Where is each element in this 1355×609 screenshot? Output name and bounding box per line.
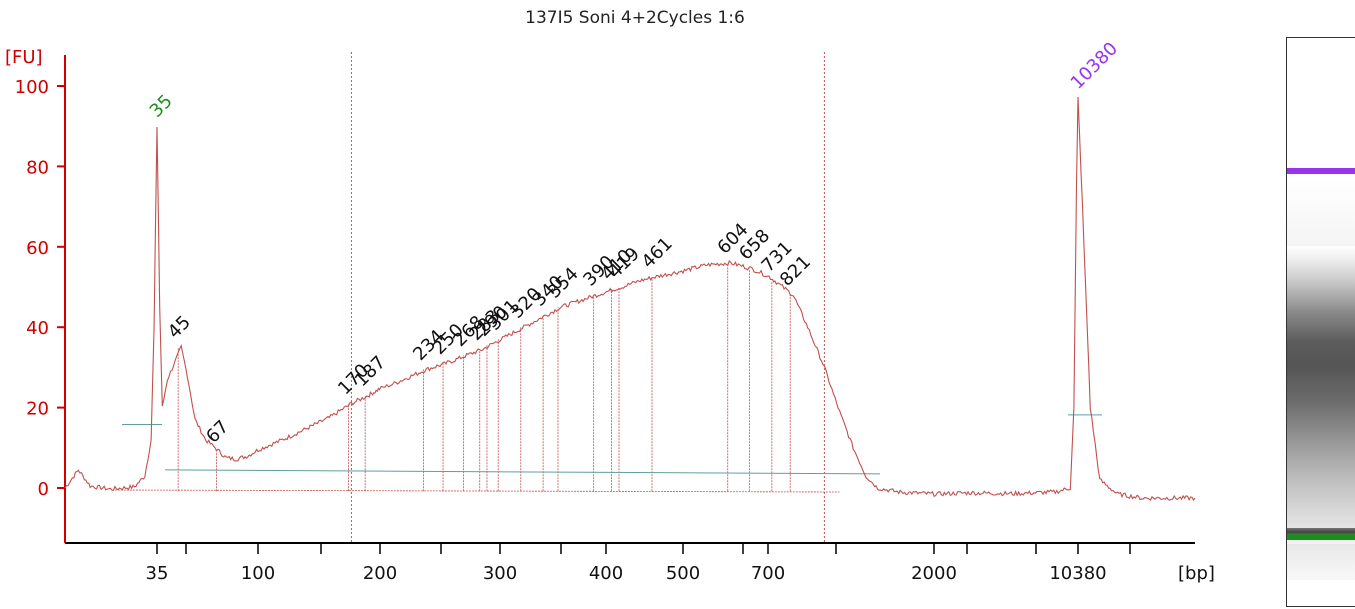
y-tick-label: 100 [15, 77, 49, 98]
peak-label: 461 [638, 233, 677, 272]
gel-band-lower-marker [1287, 534, 1355, 540]
integration-baseline [114, 489, 840, 493]
x-tick-label: 35 [146, 563, 169, 584]
x-tick-label: 10380 [1049, 563, 1106, 584]
gel-image-lane [1286, 37, 1355, 607]
y-axis-label: [FU] [5, 47, 43, 68]
y-tick-label: 60 [26, 238, 49, 259]
y-tick-label: 20 [26, 399, 49, 420]
smear-baseline [164, 469, 881, 475]
chart-title: 137I5 Soni 4+2Cycles 1:6 [525, 8, 745, 28]
y-tick-label: 0 [38, 479, 49, 500]
x-tick-label: 2000 [911, 563, 957, 584]
gel-base [1287, 544, 1355, 580]
marker-peak-label: 10380 [1067, 38, 1122, 93]
x-tick-label: 300 [483, 563, 517, 584]
gel-top-fade [1287, 178, 1355, 248]
electropherogram-trace [64, 96, 1196, 501]
x-tick-label: 400 [589, 563, 623, 584]
electropherogram-chart: 0 20 40 60 80 100 [FU] 35 100 200 300 400 500 700 2000… [5, 38, 1215, 584]
x-tick-label: 100 [241, 563, 275, 584]
gel-band-upper-marker [1287, 168, 1355, 174]
y-tick-label: 80 [26, 157, 49, 178]
x-tick-label: 500 [666, 563, 700, 584]
x-tick-label: 200 [363, 563, 397, 584]
x-tick-label: 700 [751, 563, 785, 584]
gel-smear [1287, 246, 1355, 546]
marker-peak-label: 35 [146, 91, 177, 122]
peak-label: 45 [164, 312, 195, 343]
gel-band-bottom [1287, 528, 1355, 536]
x-axis-label: [bp] [1178, 563, 1215, 584]
y-tick-label: 40 [26, 318, 49, 339]
